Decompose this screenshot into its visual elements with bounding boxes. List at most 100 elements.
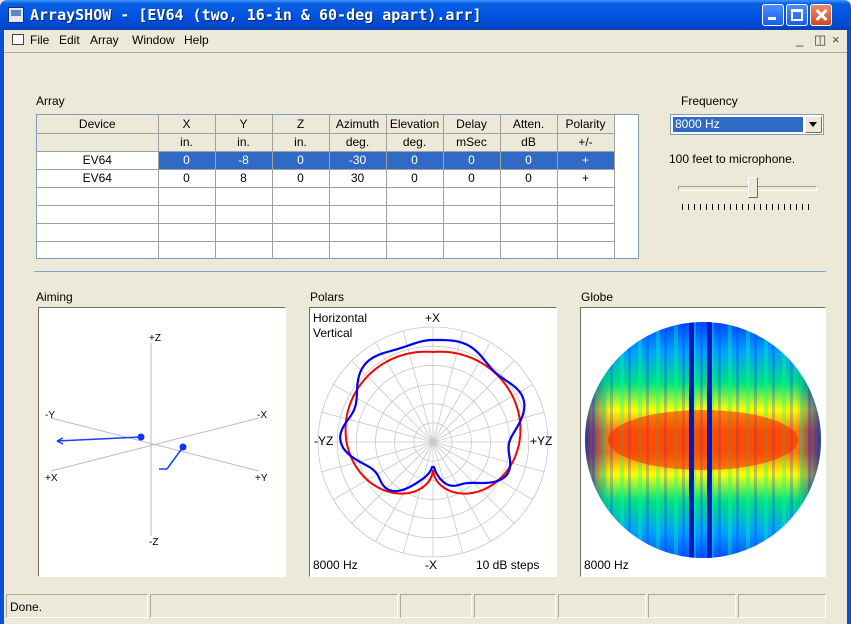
array-label: Array [36, 94, 65, 108]
column-header[interactable]: X [158, 115, 216, 134]
window-frame-right [847, 30, 851, 624]
polar-top-label: +X [425, 311, 441, 325]
document-icon[interactable] [12, 34, 24, 45]
table-cell[interactable]: 0 [272, 169, 330, 188]
close-button[interactable] [810, 4, 832, 26]
units-row: in. in. in. deg. deg. mSec dB +/- [37, 133, 615, 152]
device-cell[interactable]: EV64 [37, 169, 159, 188]
axis-label-mx: -X [257, 410, 267, 421]
table-cell[interactable]: 0 [500, 169, 558, 188]
slider-ticks [682, 204, 812, 210]
unit-cell: dB [500, 133, 558, 152]
menu-bar: File Edit Array Window Help _ ◫ × [4, 30, 847, 50]
minimize-button[interactable] [762, 4, 784, 26]
column-header[interactable]: Atten. [500, 115, 558, 134]
table-cell[interactable]: 0 [386, 151, 444, 170]
column-header[interactable]: Device [37, 115, 159, 134]
table-row-empty[interactable] [37, 223, 615, 242]
polar-grid [317, 326, 549, 558]
mdi-close-button[interactable]: × [832, 32, 840, 47]
status-text: Done. [10, 600, 43, 614]
table-cell[interactable]: 8 [215, 169, 273, 188]
globe-label: Globe [581, 290, 614, 304]
table-cell[interactable]: 30 [329, 169, 387, 188]
table-cell[interactable]: 0 [443, 151, 501, 170]
frequency-select[interactable]: 8000 Hz [670, 114, 824, 135]
table-cell[interactable]: 0 [158, 169, 216, 188]
table-row[interactable]: EV64 0 -8 0 -30 0 0 0 + [37, 151, 615, 170]
status-pane-main: Done. [6, 594, 148, 618]
distance-slider-track[interactable] [678, 186, 817, 191]
frequency-label: Frequency [681, 94, 738, 108]
dropdown-arrow-icon[interactable] [805, 116, 822, 133]
menu-file[interactable]: File [30, 33, 50, 47]
legend-vertical: Vertical [313, 326, 353, 340]
table-cell[interactable]: -8 [215, 151, 273, 170]
globe-plot [585, 322, 821, 558]
table-cell[interactable]: 0 [158, 151, 216, 170]
mdi-restore-button[interactable]: ◫ [814, 32, 827, 47]
section-divider [34, 271, 826, 272]
device-cell[interactable]: EV64 [37, 151, 159, 170]
axis-label-mz: -Z [149, 537, 159, 548]
polars-label: Polars [310, 290, 345, 304]
table-row-empty[interactable] [37, 241, 615, 258]
axis-label-py: +Y [255, 473, 268, 484]
window-title: ArraySHOW - [EV64 (two, 16-in & 60-deg a… [30, 6, 482, 24]
status-pane [150, 594, 398, 618]
globe-frequency: 8000 Hz [584, 558, 629, 572]
vertical-polar-curve [344, 350, 522, 495]
polars-panel[interactable]: Horizontal Vertical +X -X -YZ +YZ 8000 H… [309, 307, 557, 577]
table-cell[interactable]: -30 [329, 151, 387, 170]
horizontal-polar-curve [339, 338, 526, 493]
menu-window[interactable]: Window [132, 33, 175, 47]
table-cell[interactable]: 0 [272, 151, 330, 170]
polar-right-label: +YZ [530, 434, 553, 448]
unit-cell: deg. [329, 133, 387, 152]
table-row[interactable]: EV64 0 8 0 30 0 0 0 + [37, 169, 615, 188]
status-pane [738, 594, 826, 618]
polar-plot [317, 326, 549, 558]
array-grid[interactable]: Device X Y Z Azimuth Elevation Delay Att… [36, 114, 639, 259]
unit-cell: deg. [386, 133, 444, 152]
menu-help[interactable]: Help [184, 33, 209, 47]
unit-cell: +/- [557, 133, 615, 152]
status-pane [474, 594, 556, 618]
unit-cell: mSec [443, 133, 501, 152]
unit-cell: in. [272, 133, 330, 152]
table-row-empty[interactable] [37, 187, 615, 206]
frequency-value[interactable]: 8000 Hz [673, 117, 803, 132]
column-header[interactable]: Elevation [386, 115, 444, 134]
maximize-button[interactable] [786, 4, 808, 26]
unit-cell [37, 133, 159, 152]
table-row-empty[interactable] [37, 205, 615, 224]
table-cell[interactable]: 0 [500, 151, 558, 170]
table-cell[interactable]: 0 [443, 169, 501, 188]
app-icon[interactable] [8, 7, 24, 23]
table-cell[interactable]: 0 [386, 169, 444, 188]
distance-slider-thumb[interactable] [748, 177, 759, 198]
table-cell[interactable]: + [557, 151, 615, 170]
column-header[interactable]: Z [272, 115, 330, 134]
header-row: Device X Y Z Azimuth Elevation Delay Att… [37, 115, 615, 134]
mdi-minimize-button[interactable]: _ [796, 32, 804, 47]
table-cell[interactable]: + [557, 169, 615, 188]
array-table: Device X Y Z Azimuth Elevation Delay Att… [37, 115, 615, 258]
column-header[interactable]: Polarity [557, 115, 615, 134]
title-bar[interactable]: ArraySHOW - [EV64 (two, 16-in & 60-deg a… [0, 0, 851, 30]
menu-array[interactable]: Array [90, 33, 119, 47]
polar-left-label: -YZ [314, 434, 334, 448]
column-header[interactable]: Delay [443, 115, 501, 134]
unit-cell: in. [158, 133, 216, 152]
column-header[interactable]: Azimuth [329, 115, 387, 134]
menu-edit[interactable]: Edit [59, 33, 80, 47]
status-pane [648, 594, 736, 618]
column-header[interactable]: Y [215, 115, 273, 134]
polar-bottom-label: -X [425, 558, 437, 572]
aiming-label: Aiming [36, 290, 73, 304]
status-pane [558, 594, 646, 618]
globe-panel[interactable]: 8000 Hz [580, 307, 826, 577]
axis-label-my: -Y [45, 410, 55, 421]
axis-label-px: +X [45, 473, 58, 484]
aiming-panel[interactable]: +Z -Z -Y -X +X +Y [38, 307, 286, 577]
